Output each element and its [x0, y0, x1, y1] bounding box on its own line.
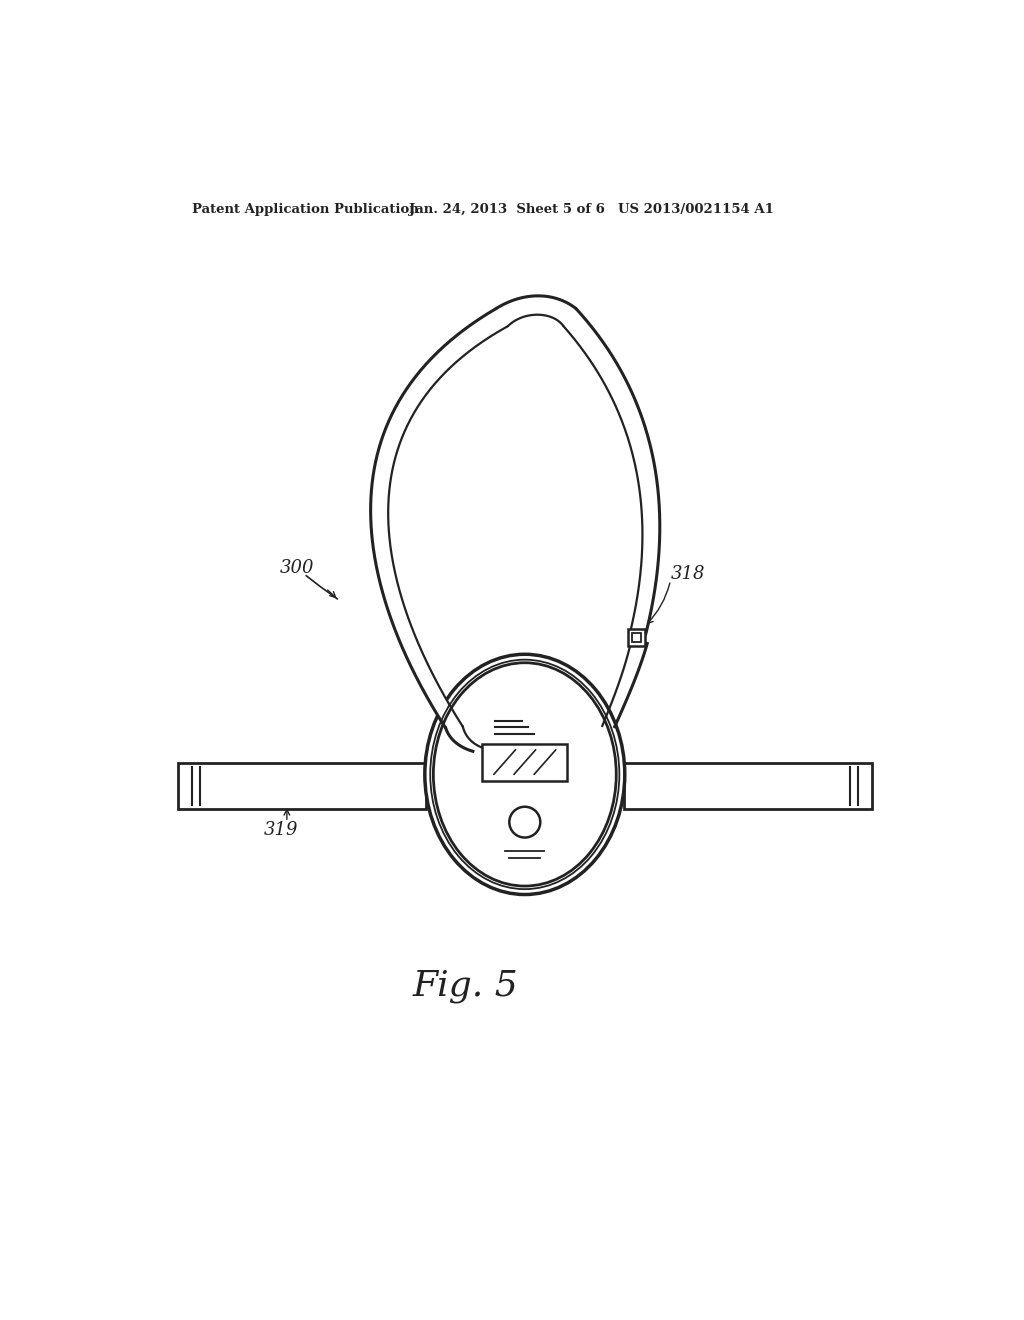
Text: 319: 319: [263, 821, 298, 838]
Ellipse shape: [425, 655, 625, 895]
Bar: [628, 628, 645, 645]
Bar: [178, 763, 426, 809]
Text: 300: 300: [280, 560, 314, 577]
Text: US 2013/0021154 A1: US 2013/0021154 A1: [617, 203, 774, 215]
Bar: [632, 632, 641, 642]
Text: Patent Application Publication: Patent Application Publication: [191, 203, 418, 215]
Bar: [482, 743, 567, 780]
Ellipse shape: [433, 663, 616, 886]
Polygon shape: [371, 296, 659, 729]
Text: Jan. 24, 2013  Sheet 5 of 6: Jan. 24, 2013 Sheet 5 of 6: [409, 203, 604, 215]
Bar: [624, 763, 872, 809]
Text: Fig. 5: Fig. 5: [413, 969, 518, 1003]
Text: 318: 318: [671, 565, 705, 583]
